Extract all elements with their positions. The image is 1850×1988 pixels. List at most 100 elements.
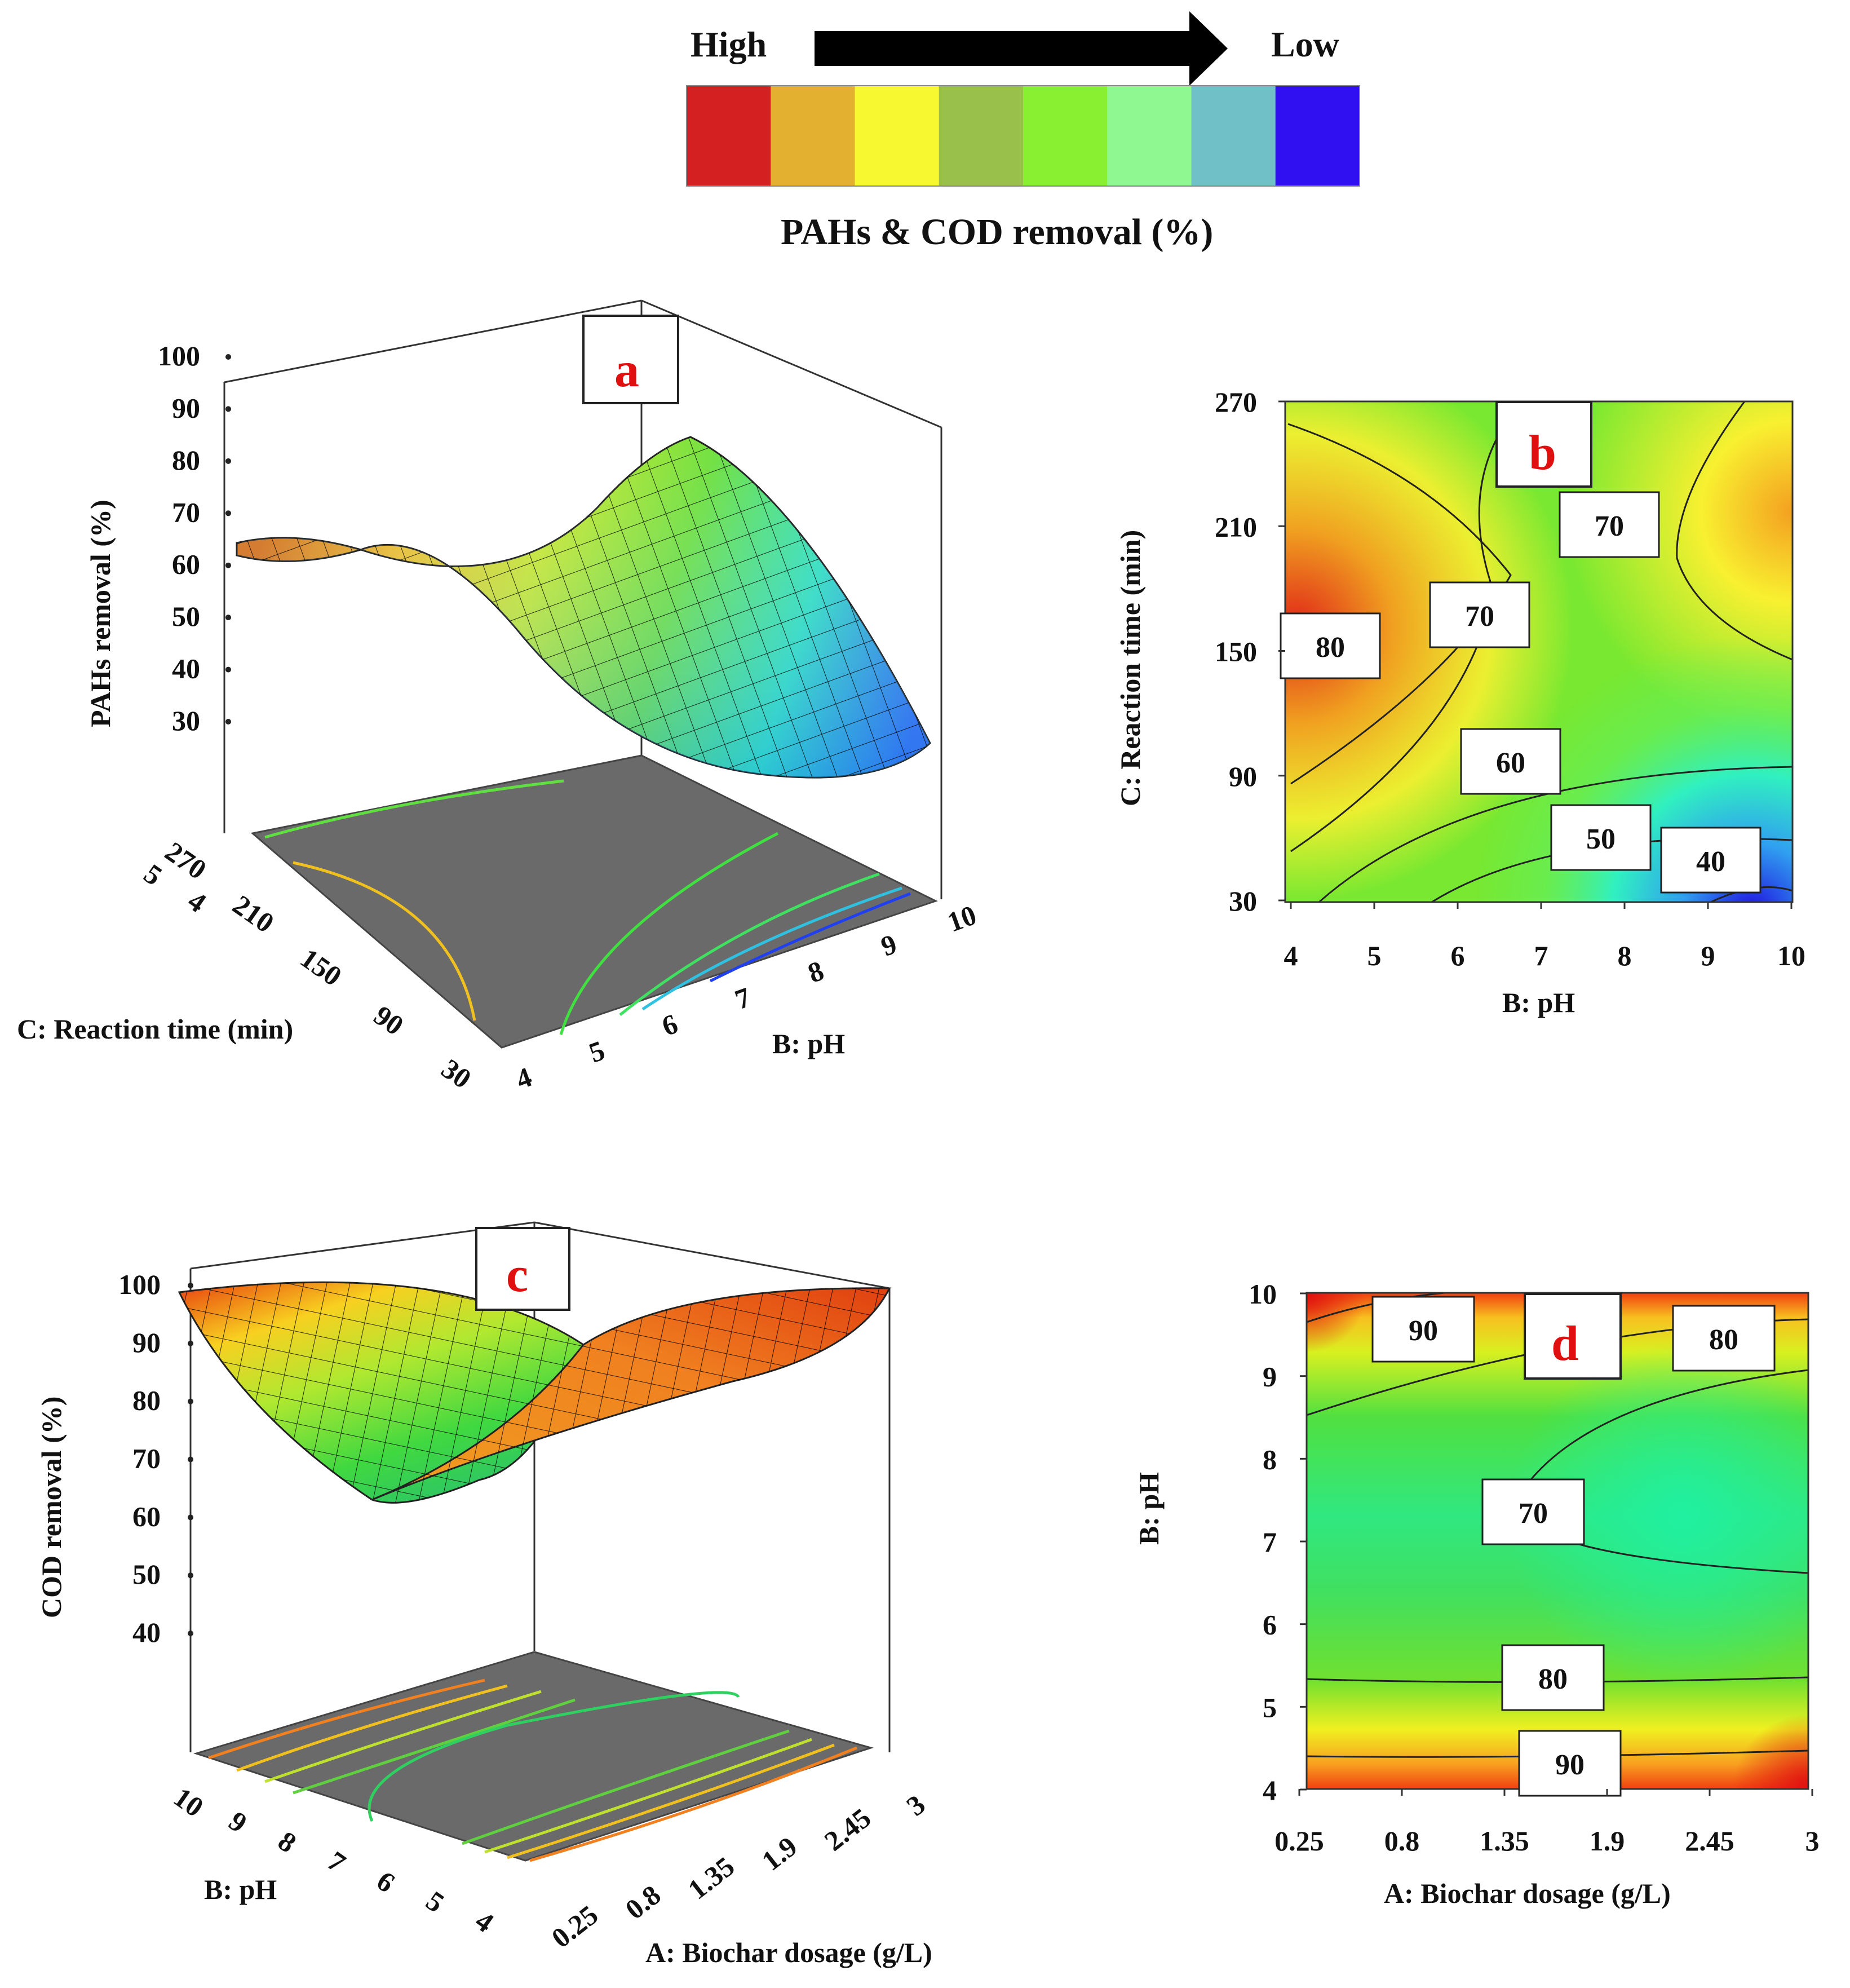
panel-c-z-axis-label: COD removal (%) — [36, 1397, 67, 1618]
panel-d-contour-label-box — [1501, 1644, 1605, 1711]
legend-swatch — [939, 86, 1024, 186]
panel-a-z-tick-mark — [225, 406, 231, 412]
panel-b-x-tick: 5 — [1367, 940, 1382, 971]
panel-c-y-tick: 7 — [322, 1845, 352, 1879]
panel-d-y-ticks: 10 9 8 7 6 5 4 — [1249, 1278, 1307, 1806]
panel-b-y-ticks: 270 210 150 90 30 — [1215, 386, 1285, 917]
panel-c-z-tick: 80 — [132, 1385, 161, 1416]
panel-c-z-tick-mark — [188, 1631, 193, 1636]
legend-title: PAHs & COD removal (%) — [781, 211, 1213, 253]
panel-a-y-extra-tick: 5 — [138, 858, 168, 891]
panel-d-y-tick: 6 — [1263, 1609, 1277, 1641]
panel-c-surface — [178, 1281, 891, 1504]
panel-c-x-tick: 2.45 — [818, 1802, 877, 1857]
panel-a-floor-contours — [264, 779, 911, 1035]
panel-a-y-tick: 90 — [368, 999, 409, 1041]
panel-a-x-tick: 6 — [658, 1008, 682, 1042]
panel-a-z-tick: 50 — [172, 600, 200, 632]
panel-b-x-tick: 10 — [1777, 940, 1805, 971]
panel-b-label-box: b — [1495, 401, 1592, 488]
panel-d-x-tick: 2.45 — [1685, 1825, 1734, 1857]
panel-a-z-ticks: 100 90 80 70 60 50 40 30 — [158, 340, 231, 736]
panel-d-y-tick: 4 — [1263, 1774, 1277, 1806]
legend-swatch — [687, 86, 772, 186]
panel-c-z-tick: 50 — [132, 1558, 161, 1590]
panel-b-contour-label-box — [1460, 728, 1561, 795]
panel-c-floor-contours — [208, 1678, 857, 1862]
panel-c-z-ticks: 100 90 80 70 60 50 40 — [118, 1269, 193, 1648]
panel-d-contour-label-box — [1481, 1478, 1585, 1545]
panel-a-x-tick: 7 — [731, 981, 755, 1015]
panel-d-contour-label-box — [1672, 1305, 1776, 1372]
legend-swatch — [1275, 86, 1360, 186]
panel-a-z-tick-mark — [225, 562, 231, 568]
panel-d-letter: d — [1551, 1317, 1579, 1371]
panel-d-x-ticks: 0.25 0.8 1.35 1.9 2.45 3 — [1274, 1789, 1820, 1857]
panel-a-letter: a — [614, 343, 639, 397]
panel-c-x-tick: 0.8 — [619, 1879, 667, 1925]
panel-a-z-tick-mark — [225, 719, 231, 724]
panel-a-x-tick: 5 — [585, 1034, 609, 1068]
panel-d-contour-label: 70 — [1519, 1497, 1548, 1530]
panel-d-contour-label: 80 — [1538, 1663, 1568, 1695]
panel-d-y-tick: 8 — [1263, 1443, 1277, 1475]
panel-b-x-tick: 7 — [1534, 940, 1548, 971]
panel-a-z-tick-mark — [225, 458, 231, 464]
panel-c-z-tick-mark — [188, 1514, 193, 1521]
panel-a-z-tick: 70 — [172, 496, 200, 528]
panel-a-x-tick: 4 — [512, 1061, 536, 1095]
panel-c-x-tick: 1.9 — [756, 1830, 803, 1877]
panel-a: a 100 90 80 70 60 50 40 30 PAHs removal (%) 270… — [17, 299, 980, 1095]
panel-d-label-box: d — [1524, 1293, 1622, 1380]
panel-a-z-tick: 100 — [158, 340, 200, 372]
legend-swatch — [1107, 86, 1192, 186]
panel-a-x-tick: 9 — [877, 928, 901, 962]
panel-a-label-box — [582, 315, 679, 404]
panel-b-x-tick: 6 — [1451, 940, 1465, 971]
legend-low-label: Low — [1271, 24, 1339, 64]
panel-d-x-axis-label: A: Biochar dosage (g/L) — [1384, 1877, 1671, 1909]
panel-a-floor — [250, 754, 938, 1049]
panel-a-z-tick: 80 — [172, 444, 200, 476]
panel-c-z-tick: 70 — [132, 1443, 161, 1474]
panel-b-letter: b — [1529, 426, 1556, 480]
panel-c: c 100 90 80 70 60 50 40 COD removal (%) 10 9876… — [36, 1221, 932, 1968]
panel-b-y-tick: 90 — [1229, 761, 1257, 792]
panel-b-x-axis-label: B: pH — [1502, 987, 1575, 1018]
panel-c-x-axis-label: A: Biochar dosage (g/L) — [645, 1937, 932, 1968]
panel-a-z-tick-mark — [225, 354, 231, 360]
panel-b-contour-label-box — [1559, 491, 1660, 558]
panel-b-contour-label: 50 — [1586, 823, 1616, 855]
panel-c-z-tick: 40 — [132, 1616, 161, 1648]
panel-c-y-tick: 8 — [272, 1825, 302, 1859]
panel-b-contour-label: 70 — [1595, 510, 1624, 542]
legend-high-label: High — [691, 24, 767, 64]
panel-c-z-tick: 100 — [118, 1269, 161, 1300]
panel-d-x-tick: 1.9 — [1590, 1825, 1625, 1857]
panel-a-z-tick: 40 — [172, 653, 200, 684]
panel-c-y-tick: 4 — [470, 1905, 499, 1938]
panel-d: d 90 80 70 80 90 10 9 8 7 6 5 4 0.25 0.8 1.35 1.9 2.45… — [1133, 1278, 1820, 1909]
panel-d-contour-label-box — [1518, 1730, 1622, 1797]
panel-c-x-tick: 0.25 — [546, 1899, 604, 1954]
panel-b-contour-label-box — [1429, 581, 1530, 648]
panel-c-floor — [193, 1651, 874, 1862]
panel-d-contour-labels: 90 80 70 80 90 — [1371, 1296, 1776, 1797]
panel-c-z-tick-mark — [188, 1283, 193, 1288]
panel-a-x-tick: 8 — [804, 955, 828, 989]
legend-color-bar — [686, 85, 1360, 187]
panel-b-x-tick: 4 — [1284, 940, 1298, 971]
panel-a-y-tick: 270 — [160, 836, 213, 886]
panel-a-z-tick-mark — [225, 510, 231, 516]
panel-c-z-tick-mark — [188, 1572, 193, 1579]
panel-a-y-tick: 30 — [436, 1053, 477, 1095]
panel-a-surface — [236, 436, 931, 779]
panel-b-x-ticks: 4 5 6 7 8 9 10 — [1284, 902, 1805, 971]
panel-c-letter: c — [506, 1248, 528, 1302]
legend-arrow-icon — [815, 11, 1228, 86]
panel-d-x-tick: 0.25 — [1274, 1825, 1324, 1857]
panel-d-contour-label: 80 — [1709, 1324, 1738, 1356]
panel-a-z-tick: 90 — [172, 392, 200, 423]
panel-c-x-tick: 3 — [900, 1788, 931, 1822]
panel-b-contour-labels: 80 70 70 60 50 40 — [1280, 491, 1762, 894]
